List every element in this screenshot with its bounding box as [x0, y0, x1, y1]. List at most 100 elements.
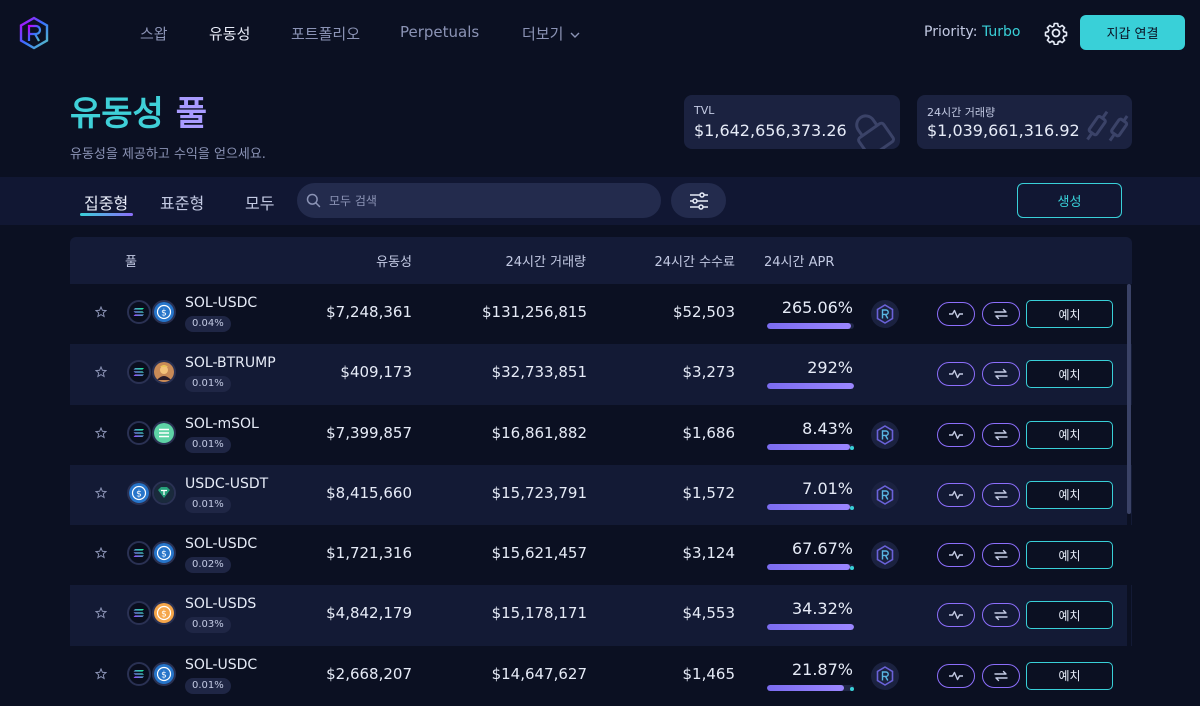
column-header-volume[interactable]: 24시간 거래량: [505, 255, 586, 270]
pool-chart-button[interactable]: [937, 302, 975, 326]
svg-text:$: $: [161, 308, 167, 318]
pool-pair-name[interactable]: SOL-USDC: [185, 295, 258, 311]
star-icon[interactable]: [95, 486, 107, 499]
apr-bar: [767, 503, 854, 510]
star-icon[interactable]: [95, 366, 107, 378]
token-a-icon: [127, 601, 151, 626]
apr-reward-indicator: [850, 445, 854, 450]
nav-liquidity[interactable]: 유동성: [209, 25, 251, 43]
search-input[interactable]: [329, 183, 649, 218]
star-icon[interactable]: [95, 667, 107, 680]
create-pool-button[interactable]: 생성: [1017, 183, 1122, 218]
activity-icon: [949, 370, 963, 379]
pool-chart-button[interactable]: [937, 482, 975, 507]
apr-bar: [767, 443, 854, 450]
pool-pair-name[interactable]: SOL-BTRUMP: [185, 355, 276, 372]
pool-pair-name[interactable]: SOL-USDC: [185, 656, 258, 673]
tab-all[interactable]: 모두: [245, 194, 275, 213]
deposit-button[interactable]: 예치: [1026, 480, 1113, 509]
swap-arrows-icon: [994, 610, 1008, 621]
fee-tier-badge: 0.01%: [185, 496, 231, 513]
table-row[interactable]: SOL-mSOL 0.01% $7,399,857 $16,861,882 $1,686…: [70, 404, 1132, 465]
scrollbar-thumb[interactable]: [1127, 284, 1131, 514]
priority-label: Priority:: [924, 24, 978, 40]
pool-pair-name[interactable]: USDC-USDT: [185, 475, 269, 492]
deposit-button[interactable]: 예치: [1026, 661, 1113, 690]
pool-swap-button[interactable]: [982, 482, 1020, 507]
tab-concentrated[interactable]: 집중형: [84, 194, 129, 213]
nav-swap[interactable]: 스왑: [140, 25, 168, 43]
farm-reward-icon: [871, 661, 899, 690]
apr-value: 292%: [807, 358, 853, 378]
swap-arrows-icon: [994, 670, 1008, 681]
deposit-button[interactable]: 예치: [1026, 601, 1113, 630]
raydium-logo[interactable]: [18, 16, 50, 50]
search-box[interactable]: [297, 183, 661, 218]
tab-standard[interactable]: 표준형: [160, 194, 205, 213]
gear-icon[interactable]: [1044, 21, 1068, 45]
table-row[interactable]: $ SOL-USDC 0.01% $2,668,207 $14,647,627 $1,46…: [70, 645, 1132, 706]
fees-value: $1,686: [682, 423, 736, 442]
fee-tier-badge: 0.01%: [185, 677, 231, 694]
column-header-fees[interactable]: 24시간 수수료: [654, 255, 735, 270]
tvl-label: TVL: [694, 104, 715, 117]
pool-swap-button[interactable]: [982, 663, 1020, 688]
column-header-pool[interactable]: 풀: [125, 255, 137, 270]
table-row[interactable]: $ USDC-USDT 0.01% $8,415,660 $15,723,791 $1,5…: [70, 464, 1132, 526]
token-b-icon: $: [152, 300, 176, 324]
fees-value: $3,273: [682, 363, 736, 382]
star-icon[interactable]: [95, 607, 107, 620]
pool-chart-button[interactable]: [937, 362, 975, 387]
pool-swap-button[interactable]: [982, 362, 1020, 387]
candlestick-icon: [1086, 110, 1129, 142]
volume-card: 24시간 거래량 $1,039,661,316.92: [917, 95, 1132, 149]
svg-text:$: $: [161, 549, 167, 559]
token-a-icon: [127, 661, 151, 686]
column-header-apr[interactable]: 24시간 APR: [764, 255, 835, 270]
liquidity-value: $1,721,316: [326, 544, 412, 563]
filter-button[interactable]: [671, 183, 726, 218]
star-icon[interactable]: [95, 547, 107, 559]
pool-chart-button[interactable]: [937, 543, 975, 568]
farm-reward-icon: [871, 300, 899, 328]
token-b-icon: [152, 480, 176, 505]
deposit-button[interactable]: 예치: [1026, 541, 1113, 570]
connect-wallet-button[interactable]: 지갑 연결: [1080, 15, 1185, 50]
star-icon[interactable]: [95, 426, 107, 439]
tvl-card: TVL $1,642,656,373.26: [684, 95, 900, 149]
apr-bar-fill: [767, 443, 850, 450]
pool-toolbar: 집중형 표준형 모두 생성: [0, 177, 1200, 225]
activity-icon: [949, 490, 963, 500]
nav-portfolio[interactable]: 포트폴리오: [291, 25, 361, 43]
pool-pair-name[interactable]: SOL-USDC: [185, 536, 258, 553]
pool-swap-button[interactable]: [982, 603, 1020, 628]
table-row[interactable]: $ SOL-USDS 0.03% $4,842,179 $15,178,171 $4,55…: [70, 585, 1132, 646]
table-row[interactable]: $ SOL-USDC 0.02% $1,721,316 $15,621,457 $3,12…: [70, 525, 1132, 586]
table-row[interactable]: $ SOL-USDC 0.04% $7,248,361 $131,256,815 $52,…: [70, 284, 1132, 345]
nav-more[interactable]: 더보기: [522, 23, 580, 44]
nav-perpetuals[interactable]: Perpetuals: [400, 23, 480, 41]
farm-reward-icon: [871, 480, 899, 509]
star-icon[interactable]: [95, 306, 107, 318]
pool-pair-name[interactable]: SOL-mSOL: [185, 415, 259, 432]
apr-bar: [767, 684, 854, 691]
pool-swap-button[interactable]: [982, 422, 1020, 447]
pool-chart-button[interactable]: [937, 663, 975, 688]
apr-bar-fill: [767, 564, 850, 571]
deposit-button[interactable]: 예치: [1026, 300, 1113, 328]
pool-swap-button[interactable]: [982, 543, 1020, 568]
pool-chart-button[interactable]: [937, 603, 975, 628]
page-title-part2: 풀: [175, 94, 207, 134]
table-row[interactable]: SOL-BTRUMP 0.01% $409,173 $32,733,851 $3,273…: [70, 344, 1132, 405]
fee-tier-badge: 0.01%: [185, 376, 231, 393]
pool-pair-name[interactable]: SOL-USDS: [185, 596, 257, 613]
table-header: 풀 유동성 24시간 거래량 24시간 수수료 24시간 APR: [70, 237, 1132, 284]
token-a-icon: [127, 420, 151, 445]
column-header-liquidity[interactable]: 유동성: [376, 255, 412, 270]
active-tab-indicator: [80, 213, 133, 216]
pool-swap-button[interactable]: [982, 302, 1020, 326]
pool-chart-button[interactable]: [937, 422, 975, 447]
deposit-button[interactable]: 예치: [1026, 360, 1113, 389]
priority-setting[interactable]: Priority: Turbo: [924, 24, 1021, 40]
deposit-button[interactable]: 예치: [1026, 420, 1113, 449]
